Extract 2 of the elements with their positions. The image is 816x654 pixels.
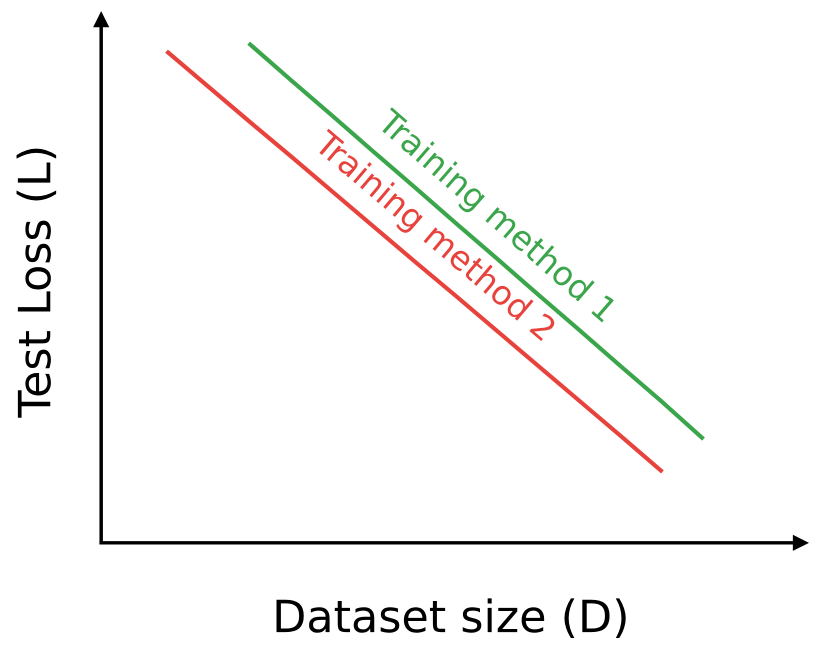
x-axis-title: Dataset size (D)	[276, 598, 626, 638]
y-axis-title: Test Loss (L)	[16, 148, 56, 418]
